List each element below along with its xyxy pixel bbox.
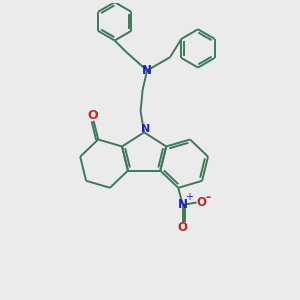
Text: -: - — [205, 191, 210, 204]
Text: N: N — [141, 124, 150, 134]
Text: O: O — [178, 221, 188, 234]
Text: N: N — [178, 198, 188, 212]
Text: O: O — [87, 109, 98, 122]
Text: N: N — [142, 64, 152, 77]
Text: +: + — [185, 193, 193, 202]
Text: O: O — [197, 196, 207, 209]
